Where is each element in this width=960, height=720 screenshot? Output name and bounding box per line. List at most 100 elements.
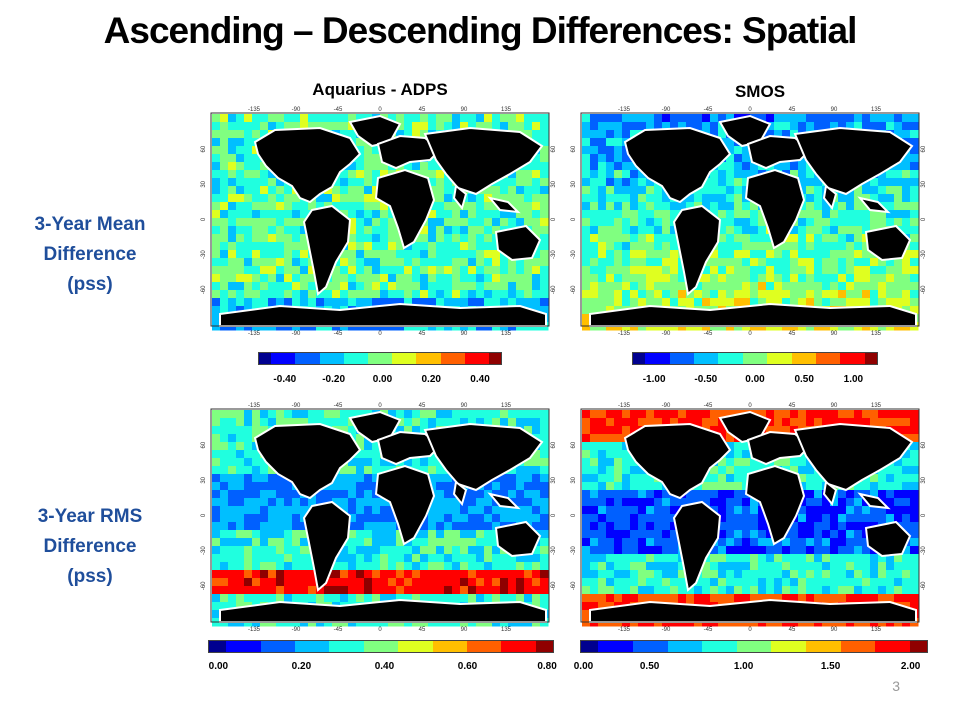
ocean-cell	[540, 418, 549, 427]
ocean-cell	[412, 426, 421, 435]
ocean-cell	[726, 210, 735, 219]
ocean-cell	[774, 458, 783, 467]
ocean-cell	[790, 242, 799, 251]
ocean-cell	[622, 290, 631, 299]
ocean-cell	[356, 554, 365, 563]
ocean-cell	[212, 530, 221, 539]
ocean-cell	[766, 122, 775, 131]
continent-sea	[857, 492, 891, 510]
ocean-cell	[484, 554, 493, 563]
ocean-cell	[444, 290, 453, 299]
ocean-cell	[420, 594, 429, 603]
ocean-cell	[630, 490, 639, 499]
ocean-cell	[894, 514, 903, 523]
ocean-cell	[630, 498, 639, 507]
ocean-cell	[630, 594, 639, 603]
ocean-cell	[284, 522, 293, 531]
ocean-cell	[380, 546, 389, 555]
ocean-cell	[878, 554, 887, 563]
ocean-cell	[460, 418, 469, 427]
ocean-cell	[718, 410, 727, 419]
ocean-cell	[228, 554, 237, 563]
ocean-cell	[910, 498, 919, 507]
ocean-cell	[814, 290, 823, 299]
ocean-cell	[758, 282, 767, 291]
ocean-cell	[678, 114, 687, 123]
ocean-cell	[396, 242, 405, 251]
ocean-cell	[910, 546, 919, 555]
ocean-cell	[228, 522, 237, 531]
ocean-cell	[476, 506, 485, 515]
ocean-cell	[220, 418, 229, 427]
tick-label: 0.20	[421, 374, 441, 385]
ocean-cell	[228, 450, 237, 459]
ocean-cell	[854, 186, 863, 195]
ocean-cell	[540, 218, 549, 227]
ocean-cell	[654, 498, 663, 507]
ocean-cell	[774, 122, 783, 131]
ocean-cell	[734, 442, 743, 451]
ocean-cell	[252, 450, 261, 459]
ocean-cell	[276, 546, 285, 555]
ocean-cell	[590, 450, 599, 459]
ocean-cell	[332, 122, 341, 131]
ocean-cell	[766, 554, 775, 563]
ocean-cell	[284, 210, 293, 219]
ocean-cell	[444, 482, 453, 491]
ocean-cell	[228, 578, 237, 587]
ocean-cell	[316, 498, 325, 507]
ocean-cell	[646, 298, 655, 307]
ocean-cell	[782, 410, 791, 419]
ocean-cell	[750, 290, 759, 299]
ocean-cell	[340, 578, 349, 587]
ocean-cell	[260, 554, 269, 563]
ocean-cell	[348, 586, 357, 595]
ocean-cell	[436, 554, 445, 563]
ocean-cell	[364, 498, 373, 507]
ocean-cell	[814, 226, 823, 235]
ocean-cell	[484, 410, 493, 419]
ocean-cell	[212, 506, 221, 515]
ocean-cell	[348, 506, 357, 515]
ocean-cell	[508, 186, 517, 195]
ocean-cell	[340, 466, 349, 475]
ocean-cell	[734, 242, 743, 251]
ocean-cell	[686, 202, 695, 211]
lon-tick-label: -45	[704, 627, 713, 633]
ocean-cell	[404, 426, 413, 435]
ocean-cell	[902, 522, 911, 531]
ocean-cell	[540, 170, 549, 179]
ocean-cell	[838, 554, 847, 563]
ocean-cell	[726, 226, 735, 235]
ocean-cell	[276, 562, 285, 571]
ocean-cell	[428, 234, 437, 243]
ocean-cell	[476, 282, 485, 291]
ocean-cell	[292, 586, 301, 595]
ocean-cell	[630, 298, 639, 307]
ocean-cell	[734, 538, 743, 547]
ocean-cell	[252, 554, 261, 563]
ocean-cell	[220, 218, 229, 227]
ocean-cell	[260, 426, 269, 435]
ocean-cell	[468, 194, 477, 203]
ocean-cell	[830, 594, 839, 603]
ocean-cell	[790, 266, 799, 275]
ocean-cell	[348, 170, 357, 179]
ocean-cell	[886, 266, 895, 275]
ocean-cell	[404, 586, 413, 595]
ocean-cell	[348, 466, 357, 475]
ocean-cell	[902, 506, 911, 515]
ocean-cell	[846, 114, 855, 123]
ocean-cell	[476, 546, 485, 555]
ocean-cell	[862, 562, 871, 571]
ocean-cell	[862, 114, 871, 123]
ocean-cell	[862, 538, 871, 547]
ocean-cell	[268, 274, 277, 283]
ocean-cell	[444, 594, 453, 603]
ocean-cell	[822, 546, 831, 555]
ocean-cell	[380, 570, 389, 579]
ocean-cell	[590, 570, 599, 579]
ocean-cell	[590, 466, 599, 475]
ocean-cell	[614, 530, 623, 539]
ocean-cell	[252, 218, 261, 227]
